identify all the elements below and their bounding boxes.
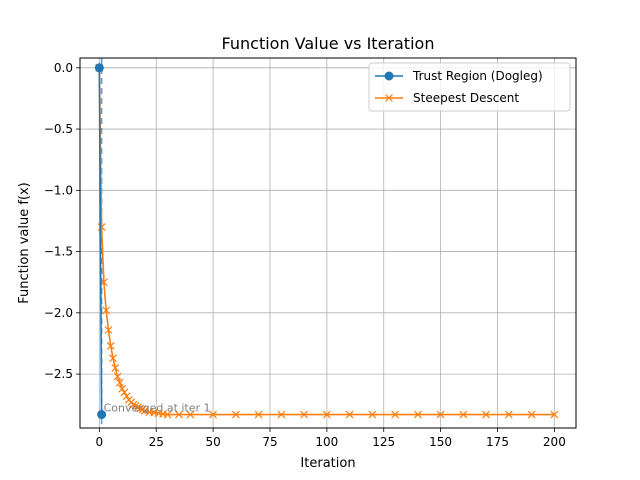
data-point	[459, 410, 468, 419]
data-point	[115, 378, 124, 387]
data-point	[94, 63, 104, 73]
data-point	[231, 410, 240, 419]
data-point	[175, 410, 183, 419]
data-point	[322, 410, 331, 419]
data-point	[129, 400, 138, 409]
x-tick-label: 75	[262, 435, 277, 449]
y-tick-label: −1.0	[44, 183, 73, 197]
y-axis-label: Function value f(x)	[17, 182, 32, 303]
data-point	[368, 410, 377, 419]
x-tick-label: 25	[149, 435, 164, 449]
data-point	[122, 392, 131, 401]
data-point	[413, 410, 422, 419]
data-point	[104, 326, 113, 334]
plot-frame	[79, 57, 577, 429]
x-tick-label: 175	[486, 435, 509, 449]
x-tick-label: 100	[315, 435, 338, 449]
data-point	[97, 223, 106, 231]
x-tick-label: 200	[543, 435, 566, 449]
y-tick-label: −1.5	[44, 245, 73, 259]
y-tick-label: 0.0	[54, 61, 73, 75]
data-point	[527, 410, 536, 419]
legend-box	[368, 62, 571, 112]
data-point	[113, 372, 122, 381]
legend-label: Trust Region (Dogleg)	[412, 69, 543, 83]
legend: Trust Region (Dogleg) Steepest Descent	[368, 62, 571, 112]
data-point	[482, 410, 491, 419]
data-point	[131, 402, 140, 410]
data-point	[134, 403, 142, 412]
data-point	[550, 410, 559, 419]
series-line	[98, 67, 555, 416]
x-tick-label: 125	[372, 435, 395, 449]
y-tick-label: −2.0	[44, 306, 73, 320]
data-point	[391, 410, 400, 419]
axis-ticks: 0 25 50 75 100 125 150 175 200 0.0 −0.5 −1.0 −1.5 −2.…	[44, 61, 566, 449]
data-point	[140, 406, 149, 415]
x-axis-label: Iteration	[300, 456, 355, 471]
data-point	[102, 306, 111, 315]
data-point	[209, 410, 218, 419]
y-tick-label: −0.5	[44, 122, 73, 136]
data-point	[111, 364, 120, 372]
data-point	[277, 410, 286, 419]
data-point	[345, 410, 354, 419]
data-point	[300, 410, 309, 419]
data-point	[163, 410, 172, 419]
data-point	[136, 404, 145, 413]
data-point	[436, 410, 445, 419]
data-point	[385, 94, 393, 102]
data-point	[186, 410, 195, 419]
data-point	[254, 410, 263, 419]
x-tick-label: 50	[205, 435, 220, 449]
convergence-annotation: Converged at iter 1	[104, 402, 211, 415]
legend-label: Steepest Descent	[413, 91, 519, 105]
series-line	[98, 67, 103, 415]
x-tick-label: 0	[96, 435, 104, 449]
data-point	[97, 410, 107, 420]
data-point	[118, 384, 127, 393]
plot-series: Converged at iter 1	[94, 58, 559, 428]
data-point	[109, 354, 117, 363]
data-point	[106, 341, 115, 350]
data-point	[504, 410, 513, 419]
data-point	[120, 388, 129, 397]
chart-title: Function Value vs Iteration	[222, 34, 435, 53]
data-point	[138, 405, 147, 414]
data-point	[384, 71, 394, 81]
y-tick-label: −2.5	[44, 367, 73, 381]
x-tick-label: 150	[429, 435, 452, 449]
